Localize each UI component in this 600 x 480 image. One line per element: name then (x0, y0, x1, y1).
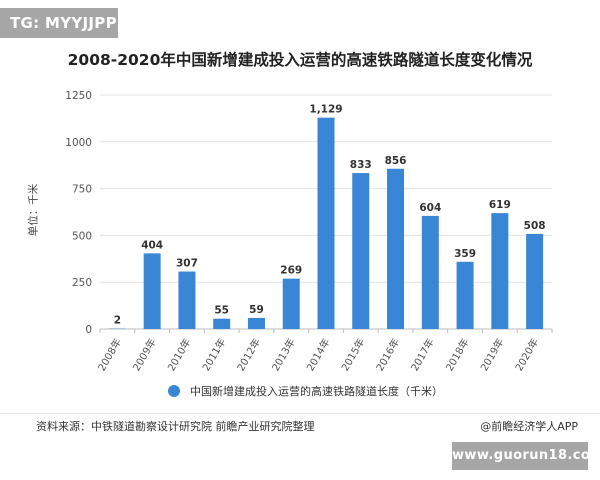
y-tick-label: 1250 (65, 90, 92, 102)
bar (178, 271, 196, 329)
x-tick-label: 2015年 (338, 336, 367, 373)
data-label: 359 (454, 248, 476, 260)
data-label: 604 (419, 202, 441, 214)
y-tick-label: 500 (72, 230, 92, 242)
x-tick-label: 2012年 (234, 336, 263, 373)
x-tick-label: 2017年 (408, 336, 437, 373)
bar (247, 317, 265, 329)
data-label: 508 (524, 220, 546, 232)
brand-credit: @前瞻经济学人APP (480, 420, 578, 433)
source-note: 资料来源：中铁隧道勘察设计研究院 前瞻产业研究院整理 (36, 420, 315, 433)
data-label: 59 (249, 304, 264, 316)
bar (317, 117, 335, 329)
y-tick-label: 250 (72, 277, 92, 289)
footer: 资料来源：中铁隧道勘察设计研究院 前瞻产业研究院整理 @前瞻经济学人APP (0, 413, 600, 434)
watermark-badge: TG: MYYJJPP (0, 8, 118, 38)
data-label: 619 (489, 199, 511, 211)
y-tick-label: 750 (72, 184, 92, 196)
bar (282, 278, 300, 329)
data-label: 2 (114, 315, 121, 327)
y-tick-label: 0 (85, 324, 92, 336)
x-tick-label: 2009年 (130, 336, 159, 373)
data-label: 833 (350, 159, 372, 171)
bar (526, 233, 544, 329)
x-tick-label: 2018年 (443, 336, 472, 373)
data-label: 55 (214, 305, 229, 317)
legend-marker (168, 385, 180, 397)
chart-title: 2008-2020年中国新增建成投入运营的高速铁路隧道长度变化情况 (67, 51, 533, 69)
x-tick-label: 2010年 (165, 336, 194, 373)
data-label: 856 (385, 155, 407, 167)
x-tick-label: 2008年 (95, 336, 124, 373)
x-tick-label: 2019年 (477, 336, 506, 373)
x-tick-label: 2020年 (512, 336, 541, 373)
x-tick-label: 2013年 (269, 336, 298, 373)
x-tick-label: 2016年 (373, 336, 402, 373)
data-label: 269 (280, 265, 302, 277)
x-tick-label: 2014年 (304, 336, 333, 373)
bar (352, 173, 370, 329)
y-tick-label: 1000 (65, 137, 92, 149)
bar (143, 253, 161, 329)
data-label: 1,129 (309, 104, 342, 116)
data-label: 307 (176, 258, 198, 270)
bar (491, 213, 509, 329)
legend: 中国新增建成投入运营的高速铁路隧道长度（千米） (168, 383, 443, 399)
bar (421, 215, 439, 329)
url-watermark: www.guorun18.com (452, 442, 600, 470)
legend-label: 中国新增建成投入运营的高速铁路隧道长度（千米） (190, 385, 443, 398)
x-tick-label: 2011年 (199, 336, 228, 373)
data-label: 404 (141, 239, 163, 251)
bar (456, 261, 474, 329)
bar (213, 318, 231, 329)
bar-chart: 0 250 500 750 1000 1250 2 2008年 404 2009年 307 2010年… (65, 90, 553, 373)
bar (387, 168, 405, 329)
